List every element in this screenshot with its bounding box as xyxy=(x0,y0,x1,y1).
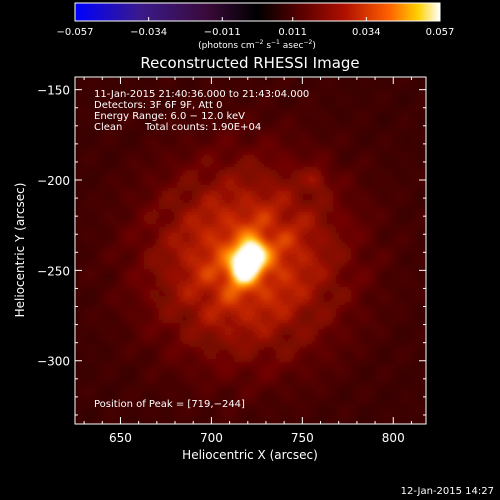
plot-frame xyxy=(74,76,427,425)
annotation-detectors: Detectors: 3F 6F 9F, Att 0 xyxy=(94,100,222,111)
annotation-counts: Total counts: 1.90E+04 xyxy=(144,122,261,133)
y-tick-label: −300 xyxy=(37,355,70,369)
colorbar-tick-label: 0.057 xyxy=(426,27,455,38)
y-tick-label: −250 xyxy=(37,264,70,278)
heatmap-image xyxy=(75,77,426,424)
x-tick-label: 750 xyxy=(291,431,314,445)
footer-date: 12-Jan-2015 14:27 xyxy=(401,486,494,497)
y-tick-label: −200 xyxy=(37,174,70,188)
x-axis-ticks: 650 700 750 800 xyxy=(83,77,412,445)
chart-title: Reconstructed RHESSI Image xyxy=(140,54,359,72)
colorbar-tick-label: 0.011 xyxy=(278,27,307,38)
colorbar-tick-label: −0.011 xyxy=(204,27,241,38)
annotation-peak-position: Position of Peak = [719,−244] xyxy=(94,399,245,410)
colorbar xyxy=(74,2,441,22)
y-tick-label: −150 xyxy=(37,84,70,98)
colorbar-tick-label: −0.034 xyxy=(130,27,167,38)
y-axis-label: Heliocentric Y (arcsec) xyxy=(13,183,27,318)
x-tick-label: 700 xyxy=(200,431,223,445)
colorbar-tick-label: −0.057 xyxy=(56,27,93,38)
annotation-energy: Energy Range: 6.0 − 12.0 keV xyxy=(94,111,245,122)
x-tick-label: 800 xyxy=(382,431,405,445)
colorbar-tick-label: 0.034 xyxy=(352,27,381,38)
colorbar-units-label: (photons cm−2 s−1 asec−2) xyxy=(198,39,316,51)
annotation-method: Clean xyxy=(94,122,122,133)
colorbar-ticks: −0.057 −0.034 −0.011 0.011 0.034 0.057 xyxy=(56,17,454,38)
annotation-time-range: 11-Jan-2015 21:40:36.000 to 21:43:04.000 xyxy=(94,89,309,100)
x-axis-label: Heliocentric X (arcsec) xyxy=(182,448,318,462)
x-tick-label: 650 xyxy=(109,431,132,445)
y-axis-ticks: −150 −200 −250 −300 xyxy=(37,84,426,416)
